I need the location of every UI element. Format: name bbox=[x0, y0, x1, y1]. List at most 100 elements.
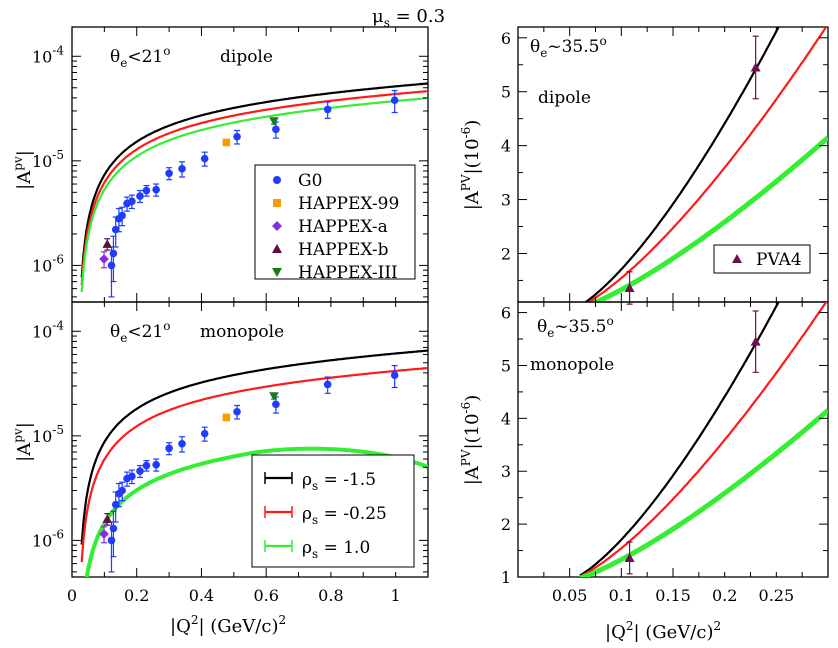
marker-square bbox=[273, 199, 281, 207]
panel-right-top: 2 3 4 5 6 θe~35.5o dipole |APV|(10-6) PVA4 bbox=[459, 26, 829, 305]
marker-circle bbox=[273, 176, 281, 184]
marker-triangle-up bbox=[102, 239, 113, 248]
xtick-label: 0.25 bbox=[759, 586, 795, 605]
marker-circle bbox=[233, 132, 241, 141]
panel-left-bottom-points bbox=[99, 364, 399, 573]
panel-left-bottom-frame bbox=[71, 301, 429, 578]
panel-right-top-model: dipole bbox=[538, 88, 591, 108]
panel-left-top-ylabel: |Apv| bbox=[11, 150, 35, 190]
marker-triangle-down bbox=[272, 268, 282, 277]
xtick-label: 0.05 bbox=[552, 586, 588, 605]
marker-circle bbox=[107, 261, 116, 270]
ytick-label: 10-5 bbox=[32, 148, 64, 171]
panel-right-top-angle: θe~35.5o bbox=[530, 34, 607, 60]
ytick-label: 10-6 bbox=[32, 527, 64, 550]
marker-circle bbox=[165, 444, 173, 453]
curve-1 bbox=[579, 302, 828, 577]
panel-left-top-points bbox=[99, 89, 399, 298]
panel-right-bottom-ticks: 1 2 3 4 5 6 0.05 0.1 0.15 0.2 0.25 bbox=[501, 302, 828, 605]
marker-circle bbox=[233, 407, 241, 416]
panel-right-bottom-frame bbox=[517, 301, 829, 578]
panel-left-bottom-ticks: 10-6 10-5 10-4 0 0.2 0.4 0.6 0.8 1 bbox=[32, 302, 429, 605]
ytick-label: 10-5 bbox=[32, 423, 64, 446]
marker-triangle-down bbox=[269, 392, 279, 401]
xtick-label: 0.1 bbox=[609, 586, 634, 605]
xtick-label: 0 bbox=[67, 586, 77, 605]
panel-right-bottom-xlabel: |Q2| (GeV/c)2 bbox=[605, 619, 721, 643]
panel-right-bottom: 1 2 3 4 5 6 0.05 0.1 0.15 0.2 0.25 θe~35.5o monopo… bbox=[459, 301, 829, 643]
curve-2 bbox=[84, 446, 428, 577]
panel-left-bottom-model: monopole bbox=[200, 322, 284, 342]
marker-triangle-up bbox=[732, 254, 742, 263]
ytick-label: 4 bbox=[501, 137, 511, 156]
marker-circle bbox=[142, 186, 151, 195]
marker-circle bbox=[152, 185, 160, 194]
marker-circle bbox=[128, 197, 136, 206]
xtick-label: 0.15 bbox=[655, 586, 691, 605]
panel-left-bottom-ylabel: |Apv| bbox=[11, 422, 35, 462]
marker-circle bbox=[136, 467, 144, 475]
xtick-label: 0.2 bbox=[712, 586, 737, 605]
panel-right-bottom-angle: θe~35.5o bbox=[537, 314, 614, 340]
marker-circle bbox=[178, 439, 186, 448]
ytick-label: 1 bbox=[501, 568, 511, 587]
curve-2 bbox=[590, 135, 828, 302]
legend-frame bbox=[254, 164, 416, 280]
legend-frame bbox=[713, 244, 811, 274]
xtick-label: 1 bbox=[391, 586, 401, 605]
marker-circle bbox=[128, 472, 136, 481]
ytick-label: 3 bbox=[501, 191, 511, 210]
panel-left-bottom: 10-6 10-5 10-4 0 0.2 0.4 0.6 0.8 1 θe<21o monopo… bbox=[11, 301, 429, 637]
panel-left-bottom-curves bbox=[80, 349, 428, 577]
panel-left-top-ticks: 10-6 10-5 10-4 bbox=[32, 27, 429, 302]
panel-left-top-model: dipole bbox=[220, 47, 273, 67]
panel-right-bottom-model: monopole bbox=[530, 355, 614, 375]
ytick-label: 3 bbox=[501, 462, 511, 481]
legend-label: HAPPEX-b bbox=[298, 240, 389, 260]
panel-right-top-ylabel: |APV|(10-6) bbox=[459, 120, 483, 211]
legend-label: G0 bbox=[298, 171, 322, 191]
ytick-label: 5 bbox=[501, 83, 511, 102]
marker-circle bbox=[109, 249, 118, 258]
legend-label: ρs = -0.25 bbox=[302, 504, 387, 527]
marker-circle bbox=[142, 461, 151, 470]
panel-left-bottom-angle: θe<21o bbox=[110, 319, 170, 345]
ytick-label: 2 bbox=[501, 515, 511, 534]
panel-right-bottom-ylabel: |APV|(10-6) bbox=[459, 395, 483, 486]
marker-triangle-up bbox=[750, 336, 761, 346]
marker-circle bbox=[118, 211, 126, 220]
marker-triangle-up bbox=[272, 244, 282, 253]
panel-right-top-curves bbox=[583, 27, 828, 302]
marker-circle bbox=[200, 429, 209, 438]
marker-square bbox=[222, 413, 231, 422]
legend-label: PVA4 bbox=[756, 250, 802, 270]
marker-diamond bbox=[272, 221, 282, 231]
marker-triangle-up bbox=[750, 62, 761, 72]
legend-label: ρs = 1.0 bbox=[302, 538, 370, 561]
marker-circle bbox=[165, 169, 173, 178]
marker-circle bbox=[323, 105, 332, 114]
panel-left-top-curves bbox=[80, 82, 428, 293]
xtick-label: 0.8 bbox=[318, 586, 343, 605]
panel-left-top-legend: G0 HAPPEX-99 HAPPEX-a HAPPEX-b HAPPEX-III bbox=[254, 164, 416, 283]
legend-label: HAPPEX-III bbox=[298, 263, 398, 283]
marker-diamond bbox=[99, 254, 109, 264]
panel-left-top: 10-6 10-5 10-4 θe<21o dipole |Apv| G0 HAPPE… bbox=[11, 26, 429, 303]
marker-circle bbox=[152, 460, 160, 469]
legend-label: HAPPEX-a bbox=[298, 217, 388, 237]
curve-0 bbox=[80, 349, 428, 545]
curve-1 bbox=[80, 366, 428, 563]
marker-square bbox=[222, 138, 231, 147]
curve-1 bbox=[586, 27, 828, 302]
marker-triangle-up bbox=[624, 282, 635, 292]
xtick-label: 0.4 bbox=[189, 586, 214, 605]
marker-circle bbox=[178, 164, 186, 173]
panel-left-top-angle: θe<21o bbox=[110, 44, 170, 70]
marker-triangle-up bbox=[102, 514, 113, 523]
legend-label: ρs = -1.5 bbox=[302, 470, 376, 493]
marker-circle bbox=[390, 96, 399, 105]
marker-circle bbox=[390, 371, 399, 380]
panel-right-bottom-curves bbox=[579, 302, 828, 577]
marker-circle bbox=[272, 125, 280, 134]
